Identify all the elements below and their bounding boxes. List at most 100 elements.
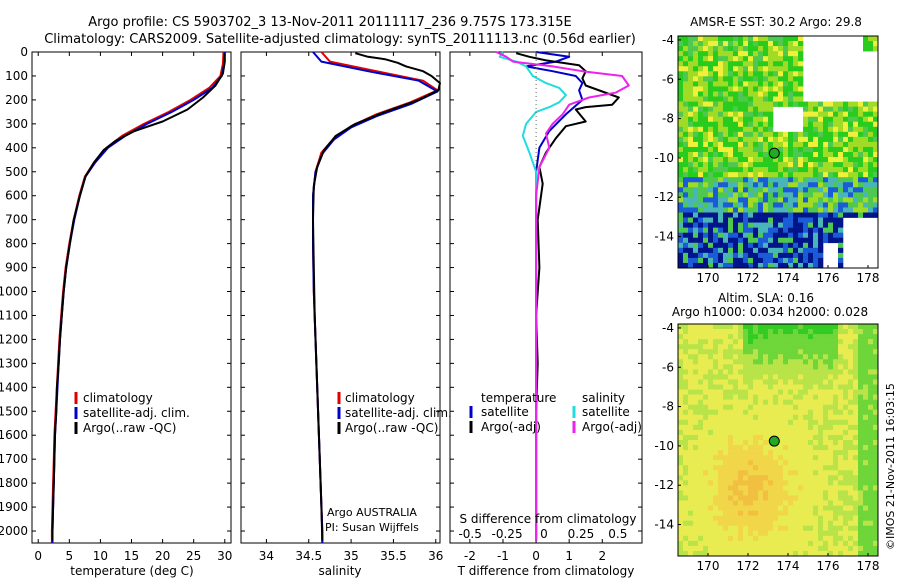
map-cell	[823, 227, 829, 233]
map-cell	[718, 167, 724, 173]
map-cell	[723, 207, 729, 213]
x-tick-label: -2	[464, 549, 476, 563]
map-cell	[858, 369, 864, 375]
map-cell	[858, 324, 864, 330]
map-cell	[753, 36, 759, 42]
map-cell	[778, 440, 784, 446]
map-cell	[683, 384, 689, 390]
map-cell	[823, 379, 829, 385]
map-cell	[758, 227, 764, 233]
map-cell	[758, 424, 764, 431]
map-cell	[838, 545, 844, 552]
map-cell	[858, 515, 864, 521]
map-cell	[678, 419, 684, 426]
map-cell	[848, 106, 854, 112]
map-cell	[733, 344, 739, 350]
map-cell	[753, 187, 759, 193]
map-cell	[803, 349, 809, 355]
map-cell	[768, 101, 774, 107]
map-cell	[698, 440, 704, 446]
map-cell	[693, 374, 699, 380]
map-cell	[788, 490, 794, 496]
map-cell	[693, 217, 699, 223]
map-cell	[833, 146, 839, 153]
map-cell	[743, 162, 749, 168]
map-cell	[858, 146, 864, 153]
map-cell	[733, 445, 739, 451]
map-cell	[803, 157, 809, 163]
map-cell	[683, 369, 689, 375]
map-cell	[693, 364, 699, 370]
map-cell	[693, 359, 699, 365]
map-cell	[803, 389, 809, 395]
map-cell	[863, 364, 869, 370]
map-cell	[703, 419, 709, 426]
map-cell	[718, 81, 724, 87]
map-cell	[738, 475, 744, 481]
map-cell	[843, 131, 849, 138]
map-cell	[828, 429, 834, 436]
map-cell	[778, 384, 784, 390]
map-cell	[863, 157, 869, 163]
map-cell	[733, 136, 739, 143]
map-cell	[823, 157, 829, 163]
map-cell	[683, 440, 689, 446]
map-cell	[798, 540, 804, 547]
map-cell	[723, 61, 729, 67]
map-cell	[828, 359, 834, 365]
map-cell	[743, 349, 749, 355]
map-cell	[743, 101, 749, 107]
map-cell	[678, 404, 684, 411]
map-cell	[678, 167, 684, 173]
map-cell	[738, 217, 744, 223]
map-cell	[683, 409, 689, 416]
map-cell	[713, 217, 719, 223]
map-cell	[838, 434, 844, 441]
map-cell	[788, 56, 794, 62]
map-cell	[778, 510, 784, 516]
map-cell	[733, 101, 739, 107]
map-cell	[873, 475, 879, 481]
map-cell	[728, 177, 734, 183]
map-cell	[778, 465, 784, 471]
map-cell	[713, 440, 719, 446]
map-cell	[703, 121, 709, 128]
map-cell	[773, 202, 779, 208]
map-cell	[758, 379, 764, 385]
map-cell	[713, 121, 719, 128]
map-cell	[823, 369, 829, 375]
map-cell	[838, 535, 844, 542]
map-cell	[788, 222, 794, 228]
map-cell	[863, 394, 869, 400]
map-cell	[823, 126, 829, 133]
map-cell	[778, 257, 784, 264]
map-y-tick-label: -12	[654, 478, 674, 492]
map-cell	[703, 262, 709, 269]
map-cell	[748, 61, 754, 67]
map-cell	[828, 354, 834, 360]
map-cell	[768, 525, 774, 532]
map-cell	[828, 192, 834, 198]
map-cell	[853, 480, 859, 486]
map-cell	[733, 334, 739, 340]
map-cell	[798, 262, 804, 269]
map-cell	[688, 399, 694, 405]
map-cell	[843, 440, 849, 446]
map-cell	[838, 111, 844, 117]
map-cell	[718, 222, 724, 228]
map-cell	[743, 500, 749, 506]
map-cell	[788, 182, 794, 188]
map-cell	[788, 131, 794, 138]
map-cell	[768, 121, 774, 128]
map-cell	[873, 177, 879, 183]
map-cell	[698, 197, 704, 203]
map-cell	[733, 111, 739, 117]
map-cell	[728, 106, 734, 112]
map-cell	[873, 545, 879, 552]
map-cell	[843, 505, 849, 511]
map-cell	[748, 182, 754, 188]
map-cell	[828, 455, 834, 461]
map-cell	[753, 440, 759, 446]
map-cell	[793, 157, 799, 163]
map-cell	[863, 202, 869, 208]
